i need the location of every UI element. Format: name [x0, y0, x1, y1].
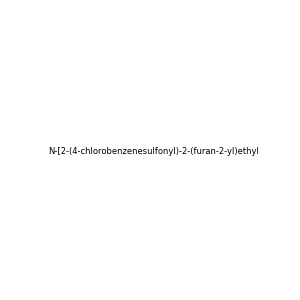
Text: N-[2-(4-chlorobenzenesulfonyl)-2-(furan-2-yl)ethyl: N-[2-(4-chlorobenzenesulfonyl)-2-(furan-…	[48, 147, 259, 156]
